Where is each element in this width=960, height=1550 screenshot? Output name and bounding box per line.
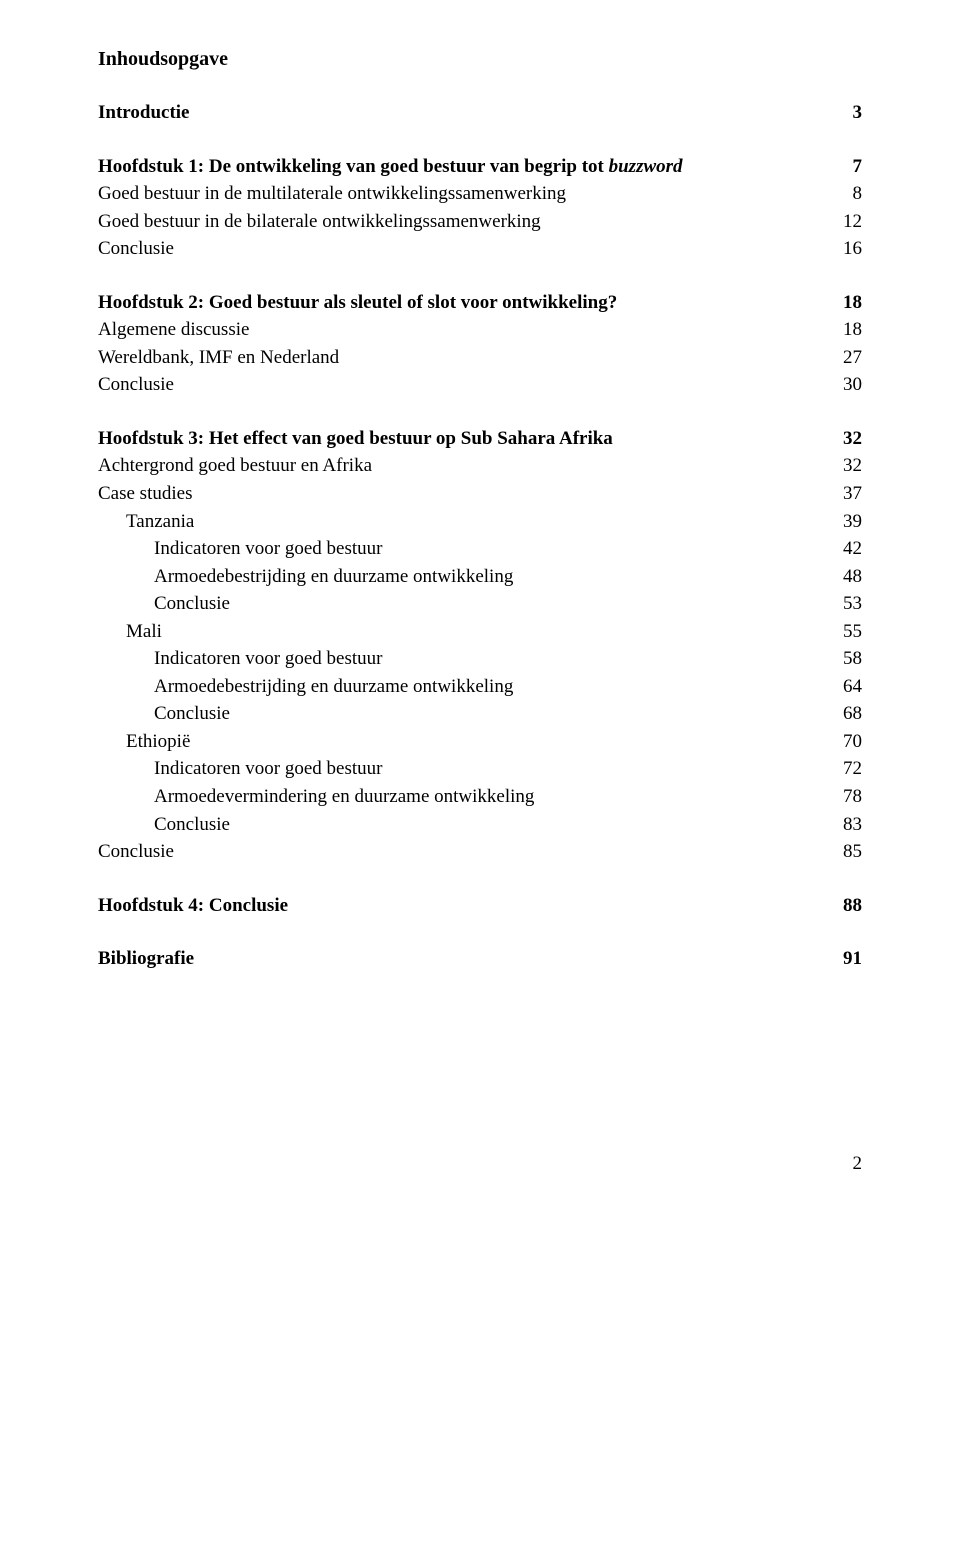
toc-entry-page: 18	[838, 316, 862, 344]
toc-entry-page: 18	[838, 289, 862, 317]
toc-entry-page: 39	[838, 508, 862, 536]
toc-entry: Tanzania 39	[98, 508, 862, 536]
toc-entry-page: 85	[838, 838, 862, 866]
toc-entry-page: 53	[838, 590, 862, 618]
toc-entry: Armoedebestrijding en duurzame ontwikkel…	[98, 563, 862, 591]
toc-entry-text: Conclusie	[154, 590, 230, 618]
toc-entry-text: Algemene discussie	[98, 316, 249, 344]
toc-entry-page: 48	[838, 563, 862, 591]
toc-entry: Conclusie 83	[98, 811, 862, 839]
toc-entry-page: 55	[838, 618, 862, 646]
toc-entry-text: Hoofdstuk 3: Het effect van goed bestuur…	[98, 425, 613, 453]
toc-entry-page: 3	[838, 99, 862, 127]
toc-entry-page: 64	[838, 673, 862, 701]
toc-entry-page: 12	[838, 208, 862, 236]
toc-entry-page: 32	[838, 425, 862, 453]
toc-entry-text: Conclusie	[154, 811, 230, 839]
toc-entry-text: Ethiopië	[126, 728, 190, 756]
toc-entry-page: 27	[838, 344, 862, 372]
toc-entry: Indicatoren voor goed bestuur 42	[98, 535, 862, 563]
toc-entry-page: 83	[838, 811, 862, 839]
toc-spacer	[98, 127, 862, 153]
toc-spacer	[98, 399, 862, 425]
toc-entry: Bibliografie 91	[98, 945, 862, 973]
toc-entry: Introductie 3	[98, 99, 862, 127]
toc-entry: Goed bestuur in de multilaterale ontwikk…	[98, 180, 862, 208]
toc-body: Introductie 3 Hoofdstuk 1: De ontwikkelin…	[98, 99, 862, 973]
toc-entry-page: 42	[838, 535, 862, 563]
toc-entry-page: 30	[838, 371, 862, 399]
toc-entry-page: 7	[838, 153, 862, 181]
toc-entry: Mali 55	[98, 618, 862, 646]
toc-entry-page: 88	[838, 892, 862, 920]
toc-entry-page: 78	[838, 783, 862, 811]
page-number: 2	[98, 1153, 862, 1175]
toc-entry-text: Hoofdstuk 4: Conclusie	[98, 892, 288, 920]
toc-entry-text: Conclusie	[98, 838, 174, 866]
toc-entry: Algemene discussie 18	[98, 316, 862, 344]
toc-entry-page: 58	[838, 645, 862, 673]
toc-entry: Hoofdstuk 2: Goed bestuur als sleutel of…	[98, 289, 862, 317]
toc-entry-text: Case studies	[98, 480, 192, 508]
toc-entry-page: 68	[838, 700, 862, 728]
toc-entry-page: 16	[838, 235, 862, 263]
toc-entry: Ethiopië 70	[98, 728, 862, 756]
toc-entry-text: Tanzania	[126, 508, 194, 536]
toc-entry: Wereldbank, IMF en Nederland 27	[98, 344, 862, 372]
toc-entry-text: Hoofdstuk 1: De ontwikkeling van goed be…	[98, 153, 683, 181]
toc-entry: Conclusie 53	[98, 590, 862, 618]
toc-title: Inhoudsopgave	[98, 48, 862, 71]
toc-entry: Conclusie 16	[98, 235, 862, 263]
toc-spacer	[98, 866, 862, 892]
toc-entry-text: Achtergrond goed bestuur en Afrika	[98, 452, 372, 480]
toc-entry-text: Goed bestuur in de bilaterale ontwikkeli…	[98, 208, 541, 236]
toc-entry: Conclusie 30	[98, 371, 862, 399]
toc-entry-page: 91	[838, 945, 862, 973]
toc-entry-text: Indicatoren voor goed bestuur	[154, 645, 382, 673]
toc-entry-text: Indicatoren voor goed bestuur	[154, 535, 382, 563]
toc-entry: Indicatoren voor goed bestuur 72	[98, 755, 862, 783]
toc-entry-text: Conclusie	[98, 371, 174, 399]
toc-entry-text: Goed bestuur in de multilaterale ontwikk…	[98, 180, 566, 208]
toc-entry-text: Conclusie	[98, 235, 174, 263]
toc-entry-text: Armoedebestrijding en duurzame ontwikkel…	[154, 563, 513, 591]
toc-entry-page: 32	[838, 452, 862, 480]
page-container: Inhoudsopgave Introductie 3 Hoofdstuk 1: …	[0, 0, 960, 1223]
toc-entry-text: Conclusie	[154, 700, 230, 728]
toc-entry-text: Mali	[126, 618, 162, 646]
toc-entry: Goed bestuur in de bilaterale ontwikkeli…	[98, 208, 862, 236]
toc-entry: Hoofdstuk 3: Het effect van goed bestuur…	[98, 425, 862, 453]
toc-entry-text: Indicatoren voor goed bestuur	[154, 755, 382, 783]
toc-entry-page: 70	[838, 728, 862, 756]
toc-entry-text: Armoedevermindering en duurzame ontwikke…	[154, 783, 534, 811]
toc-entry-page: 8	[838, 180, 862, 208]
toc-entry: Armoedebestrijding en duurzame ontwikkel…	[98, 673, 862, 701]
toc-entry: Conclusie 68	[98, 700, 862, 728]
toc-entry-text: Introductie	[98, 99, 189, 127]
toc-entry-text: Armoedebestrijding en duurzame ontwikkel…	[154, 673, 513, 701]
toc-spacer	[98, 919, 862, 945]
toc-entry: Armoedevermindering en duurzame ontwikke…	[98, 783, 862, 811]
toc-entry-page: 37	[838, 480, 862, 508]
toc-entry: Indicatoren voor goed bestuur 58	[98, 645, 862, 673]
toc-entry: Conclusie 85	[98, 838, 862, 866]
toc-entry-text: Bibliografie	[98, 945, 194, 973]
toc-entry: Achtergrond goed bestuur en Afrika 32	[98, 452, 862, 480]
toc-entry-text: Hoofdstuk 2: Goed bestuur als sleutel of…	[98, 289, 617, 317]
toc-entry: Hoofdstuk 1: De ontwikkeling van goed be…	[98, 153, 862, 181]
toc-entry-text: Wereldbank, IMF en Nederland	[98, 344, 339, 372]
toc-entry: Case studies 37	[98, 480, 862, 508]
toc-entry-page: 72	[838, 755, 862, 783]
toc-spacer	[98, 263, 862, 289]
toc-entry: Hoofdstuk 4: Conclusie 88	[98, 892, 862, 920]
